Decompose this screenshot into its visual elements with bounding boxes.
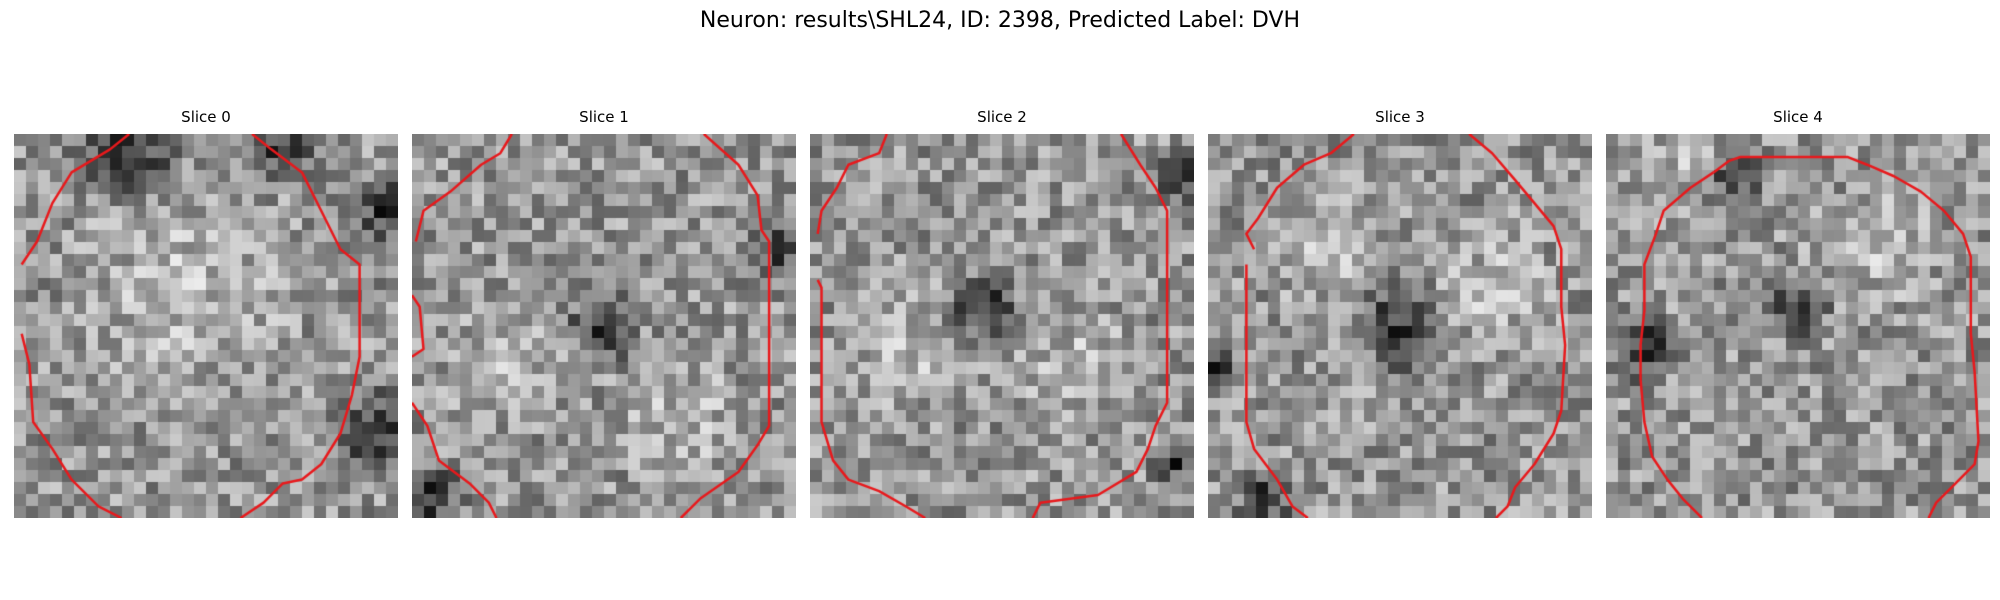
figure-title: Neuron: results\SHL24, ID: 2398, Predict…	[699, 8, 1301, 33]
slice-panel-2: Slice 2	[810, 108, 1194, 522]
slice-title: Slice 4	[1773, 108, 1823, 126]
slice-panel-0: Slice 0	[14, 108, 398, 522]
slice-title: Slice 3	[1375, 108, 1425, 126]
slice-image	[1606, 134, 1990, 518]
slice-image	[14, 134, 398, 518]
slice-title: Slice 0	[181, 108, 231, 126]
slice-image	[810, 134, 1194, 518]
slice-image	[412, 134, 796, 518]
slice-panel-1: Slice 1	[412, 108, 796, 522]
slice-panel-3: Slice 3	[1208, 108, 1592, 522]
slice-title: Slice 1	[579, 108, 629, 126]
slice-title: Slice 2	[977, 108, 1027, 126]
slice-image	[1208, 134, 1592, 518]
slice-panel-4: Slice 4	[1606, 108, 1990, 522]
